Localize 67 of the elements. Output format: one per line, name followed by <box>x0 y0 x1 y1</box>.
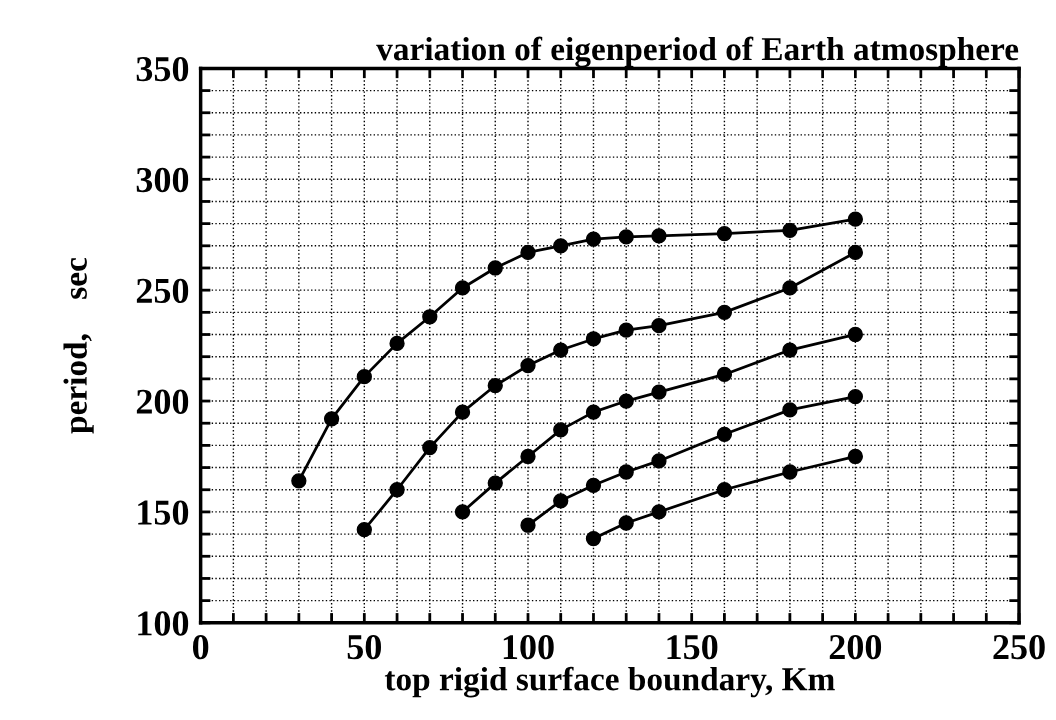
point <box>618 393 634 409</box>
point <box>422 309 438 325</box>
point <box>520 357 536 374</box>
point <box>716 366 733 383</box>
point <box>618 515 634 531</box>
point <box>585 530 602 547</box>
point <box>782 464 798 480</box>
point <box>716 225 733 242</box>
point <box>553 493 569 509</box>
y-axis-title: period, sec <box>63 258 94 434</box>
point <box>618 322 634 338</box>
point <box>323 411 340 427</box>
y-tick-label: 250 <box>136 278 189 304</box>
point <box>291 473 307 489</box>
x-axis-title: top rigid surface boundary, Km <box>384 666 835 698</box>
point <box>782 280 798 296</box>
point <box>847 211 863 227</box>
point <box>618 229 634 245</box>
point <box>487 260 503 276</box>
point <box>716 304 733 320</box>
y-tick-label: 100 <box>138 611 189 636</box>
point <box>553 342 569 358</box>
point <box>389 335 405 352</box>
y-tick-label: 150 <box>138 500 189 525</box>
point <box>454 404 471 420</box>
point <box>454 280 471 296</box>
point <box>553 238 569 254</box>
x-tick-label: 200 <box>829 634 882 660</box>
y-tick-label: 300 <box>136 167 189 193</box>
point <box>585 477 602 493</box>
point <box>651 228 667 244</box>
chart-title: variation of eigenperiod of Earth atmosphere <box>376 36 1019 68</box>
point <box>782 342 798 358</box>
point <box>585 404 602 420</box>
point <box>520 448 536 465</box>
point <box>454 504 471 520</box>
point <box>553 422 569 438</box>
point <box>651 318 667 334</box>
x-tick-label: 250 <box>993 634 1045 660</box>
x-tick-label: 100 <box>503 634 554 660</box>
point <box>618 464 634 480</box>
point <box>520 517 536 533</box>
point <box>389 482 405 498</box>
point <box>585 331 602 347</box>
point <box>585 231 602 247</box>
point <box>847 448 863 465</box>
point <box>487 377 503 394</box>
point <box>651 504 667 520</box>
point <box>651 384 667 400</box>
x-tick-label: 0 <box>192 634 209 660</box>
point <box>487 475 503 491</box>
point <box>716 426 733 442</box>
point <box>356 522 372 538</box>
x-tick-label: 50 <box>347 634 381 660</box>
point <box>782 402 798 418</box>
point <box>847 388 863 405</box>
point <box>782 222 798 238</box>
x-tick-label: 150 <box>667 634 718 660</box>
point <box>847 244 863 261</box>
point <box>716 482 733 498</box>
point <box>356 369 372 385</box>
y-tick-label: 200 <box>136 389 189 414</box>
y-tick-label: 350 <box>136 56 189 82</box>
point <box>847 326 863 343</box>
point <box>520 244 536 261</box>
point <box>651 453 667 469</box>
point <box>422 439 438 456</box>
